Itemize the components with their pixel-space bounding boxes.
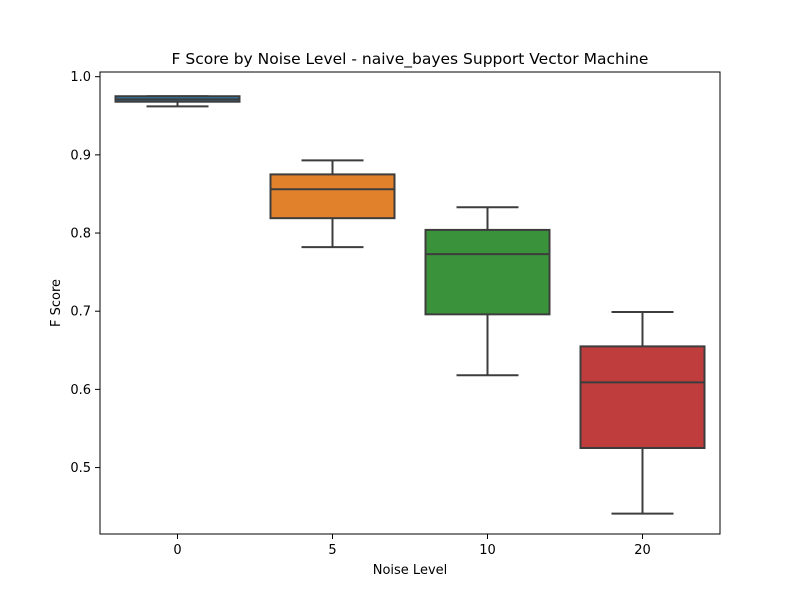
box-iqr — [269, 173, 396, 220]
plot-area — [114, 95, 706, 515]
x-tick-label: 20 — [634, 543, 651, 558]
x-tick-label: 0 — [173, 543, 181, 558]
y-tick-label: 0.9 — [70, 148, 91, 163]
x-tick-label: 10 — [479, 543, 496, 558]
y-tick-label: 0.8 — [70, 227, 91, 242]
x-tick-label: 5 — [328, 543, 336, 558]
x-axis-label: Noise Level — [373, 563, 448, 578]
y-tick-label: 0.7 — [70, 305, 91, 320]
box-iqr — [579, 345, 706, 450]
box-iqr — [424, 228, 551, 316]
box-10 — [424, 206, 551, 377]
box-20 — [579, 310, 706, 515]
y-tick-label: 1.0 — [70, 70, 91, 85]
y-axis-label: F Score — [49, 279, 64, 327]
chart-title: F Score by Noise Level - naive_bayes Sup… — [172, 50, 649, 69]
box-0 — [114, 95, 241, 108]
y-tick-label: 0.5 — [70, 461, 91, 476]
box-5 — [269, 159, 396, 249]
plot-frame — [99, 71, 721, 535]
y-tick-label: 0.6 — [70, 383, 91, 398]
